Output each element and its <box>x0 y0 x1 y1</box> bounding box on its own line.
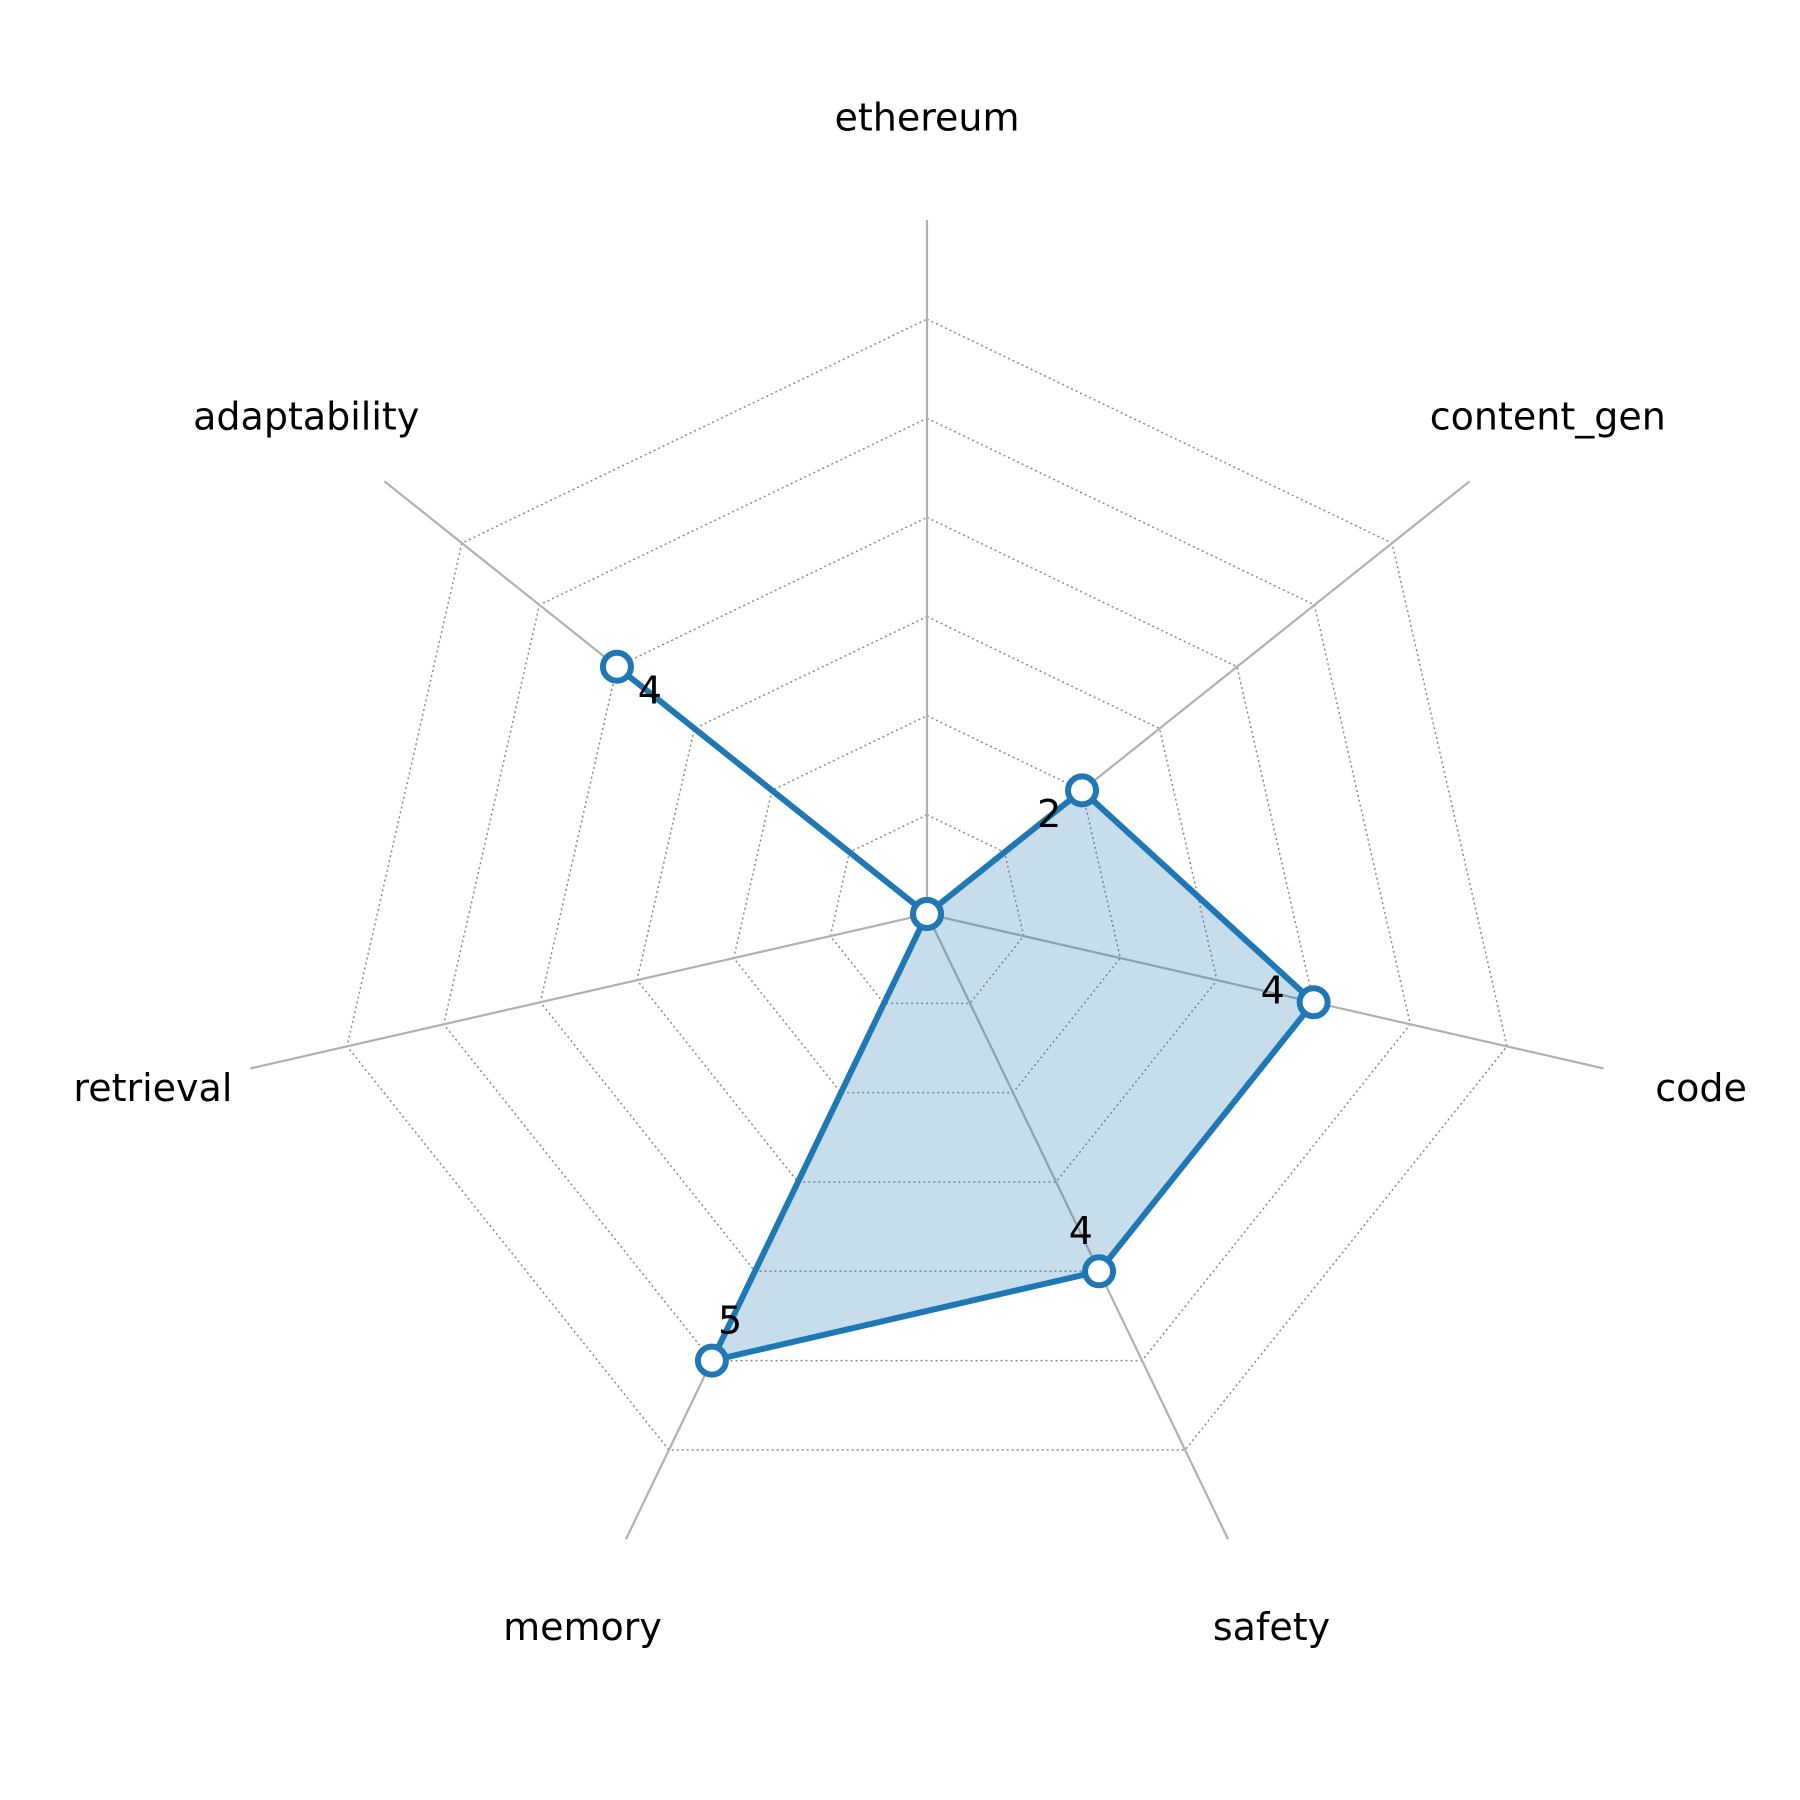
data-area <box>613 663 1317 1364</box>
grid-ring <box>346 318 1508 1451</box>
grid-ring <box>829 814 1025 1005</box>
spoke <box>250 912 928 1070</box>
category-label: adaptability <box>193 394 419 438</box>
spoke <box>926 913 1230 1540</box>
data-point <box>1065 773 1100 808</box>
data-point <box>1082 1254 1117 1289</box>
data-point <box>910 897 944 931</box>
category-label: retrieval <box>73 1066 232 1110</box>
category-label: ethereum <box>834 96 1019 140</box>
value-label: 4 <box>638 668 662 712</box>
category-label: code <box>1655 1066 1747 1110</box>
value-label: 4 <box>1261 968 1285 1012</box>
data-point <box>1296 985 1331 1020</box>
category-label: safety <box>1213 1605 1330 1649</box>
spoke <box>926 912 1604 1070</box>
grid-ring <box>442 417 1412 1362</box>
category-label: memory <box>503 1605 662 1649</box>
grid-ring <box>636 615 1218 1183</box>
data-point <box>694 1343 729 1378</box>
value-label: 5 <box>718 1298 742 1342</box>
data-point <box>599 649 634 684</box>
value-label: 2 <box>1037 792 1061 836</box>
grid-ring <box>539 516 1315 1273</box>
category-label: content_gen <box>1430 394 1666 438</box>
grid-ring <box>732 714 1122 1094</box>
value-label: 4 <box>1069 1209 1093 1253</box>
